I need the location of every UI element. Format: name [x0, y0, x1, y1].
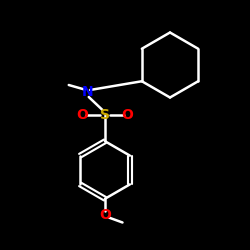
Text: O: O: [76, 108, 88, 122]
Text: N: N: [82, 86, 93, 100]
Text: O: O: [99, 208, 111, 222]
Text: S: S: [100, 108, 110, 122]
Text: O: O: [122, 108, 134, 122]
